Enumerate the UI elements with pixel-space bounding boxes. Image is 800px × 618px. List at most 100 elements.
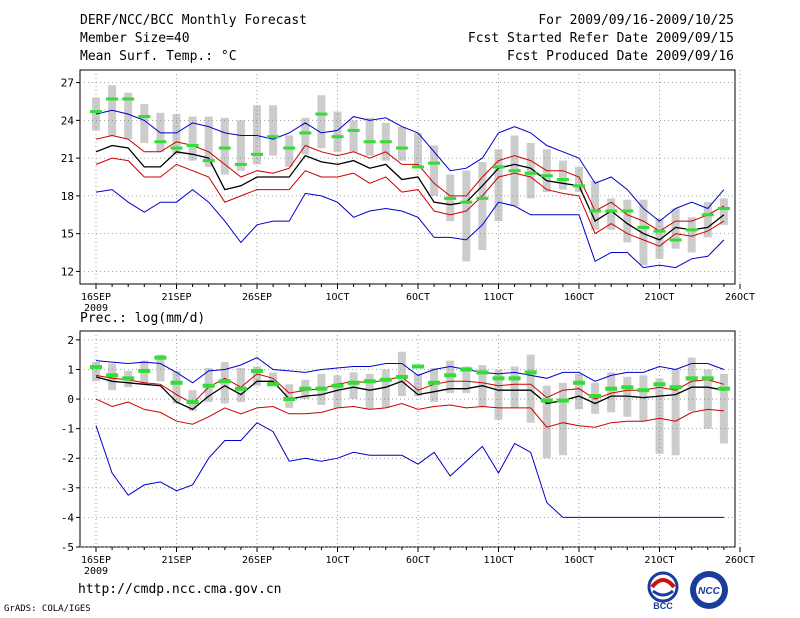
obs-marker — [460, 200, 473, 204]
obs-marker — [717, 386, 730, 391]
obs-marker — [202, 159, 215, 163]
obs-marker — [621, 385, 634, 390]
obs-marker — [331, 383, 344, 388]
ensemble-box — [671, 208, 680, 249]
obs-marker — [170, 380, 183, 385]
ensemble-box — [703, 202, 712, 238]
y-tick-label: 24 — [61, 114, 75, 127]
bcc-logo-text: BCC — [653, 601, 673, 610]
obs-marker — [589, 394, 602, 399]
ensemble-box — [124, 92, 133, 140]
x-tick-label: 16SEP — [81, 292, 111, 303]
x-tick-label: 6OCT — [406, 555, 430, 566]
obs-marker — [90, 110, 102, 114]
y-tick-label: 1 — [67, 363, 74, 376]
footer-url[interactable]: http://cmdp.ncc.cma.gov.cn — [78, 582, 282, 597]
ensemble-box — [703, 369, 712, 429]
obs-marker — [234, 162, 247, 166]
x-year-label: 2009 — [84, 566, 108, 577]
ensemble-box — [349, 120, 358, 152]
obs-marker — [653, 229, 666, 233]
obs-marker — [556, 398, 569, 403]
obs-marker — [669, 238, 682, 242]
ensemble-box — [623, 376, 632, 417]
obs-marker — [444, 196, 457, 200]
obs-marker — [540, 398, 553, 403]
variable-label: Mean Surf. Temp.: °C — [80, 49, 237, 64]
x-tick-label: 21OCT — [644, 292, 674, 303]
ensemble-box — [526, 354, 535, 423]
y-tick-label: 18 — [61, 190, 74, 203]
obs-marker — [154, 355, 167, 360]
panel-precipitation: -5 -4 -3 -2 -1 0 1 2 16SEP 21SEP 26SEP 1OCT 6OCT 11OC… — [61, 311, 755, 577]
ensemble-box — [591, 180, 600, 230]
obs-marker — [251, 368, 263, 373]
ensemble-box — [414, 373, 422, 397]
obs-marker — [508, 376, 521, 381]
obs-marker — [395, 146, 408, 150]
panel-title: Prec.: log(mm/d) — [80, 311, 205, 326]
obs-marker — [685, 376, 698, 381]
fcst-started-date: Fcst Started Refer Date 2009/09/15 — [467, 31, 734, 46]
obs-marker — [524, 370, 537, 375]
ensemble-box — [719, 373, 728, 444]
x-tick-label: 26OCT — [725, 555, 755, 566]
obs-marker — [669, 385, 682, 390]
obs-marker — [412, 364, 424, 369]
ensemble-box — [687, 357, 696, 411]
series-minus-sd — [95, 398, 724, 428]
obs-marker — [524, 171, 537, 175]
obs-marker — [218, 379, 231, 384]
series-mean — [95, 144, 725, 241]
ensemble-box — [623, 199, 632, 243]
ensemble-box — [349, 372, 358, 400]
ncc-logo: NCC — [690, 571, 728, 609]
obs-marker — [476, 370, 489, 375]
x-tick-label: 11OCT — [483, 292, 513, 303]
y-tick-label: -2 — [61, 452, 74, 465]
obs-marker — [637, 388, 650, 393]
obs-marker — [315, 112, 328, 116]
obs-marker — [653, 382, 666, 387]
obs-marker — [138, 115, 151, 119]
obs-marker — [202, 383, 215, 388]
y-tick-label: -1 — [61, 423, 74, 436]
ensemble-box — [462, 366, 471, 394]
series-mean — [95, 376, 725, 411]
ensemble-box — [591, 382, 600, 414]
series-max — [95, 109, 725, 222]
series-max — [95, 357, 725, 384]
ensemble-box — [204, 116, 213, 167]
obs-marker — [170, 146, 183, 150]
obs-marker — [685, 228, 698, 232]
obs-marker — [331, 135, 344, 139]
obs-marker — [363, 140, 376, 144]
y-tick-label: -5 — [61, 541, 74, 554]
fcst-produced-date: Fcst Produced Date 2009/09/16 — [507, 49, 734, 64]
obs-marker — [234, 386, 247, 391]
ensemble-box — [719, 198, 728, 225]
obs-marker — [508, 169, 521, 173]
ensemble-box — [301, 117, 310, 155]
obs-marker — [573, 380, 585, 385]
ensemble-box — [639, 375, 648, 422]
series-minus-sd — [95, 157, 725, 247]
x-tick-label: 21SEP — [161, 555, 191, 566]
ensemble-box — [671, 369, 680, 456]
obs-marker — [347, 380, 360, 385]
ensemble-box — [236, 120, 245, 171]
ensemble-box — [333, 111, 342, 152]
y-tick-label: 21 — [61, 152, 74, 165]
y-tick-label: 27 — [61, 77, 74, 90]
ensemble-box — [188, 116, 197, 161]
ensemble-box — [430, 367, 439, 403]
obs-marker — [106, 373, 119, 378]
ensemble-box — [462, 170, 471, 262]
series-min — [95, 422, 724, 518]
x-tick-label: 21SEP — [161, 292, 191, 303]
series-plus-sd — [95, 134, 725, 232]
obs-marker — [267, 382, 280, 387]
plot-frame — [79, 330, 736, 548]
x-tick-label: 16OCT — [564, 292, 594, 303]
